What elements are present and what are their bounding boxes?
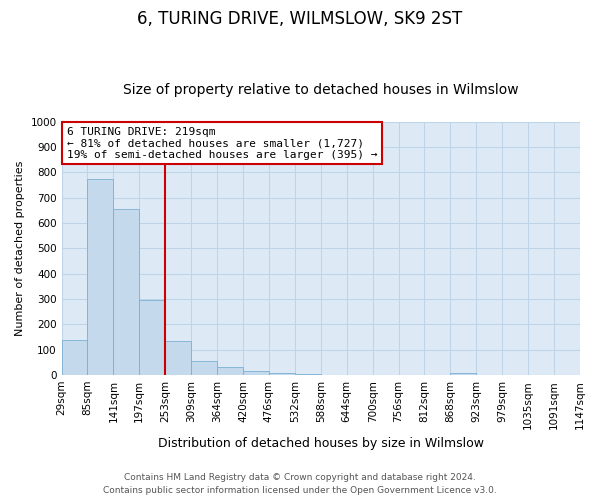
X-axis label: Distribution of detached houses by size in Wilmslow: Distribution of detached houses by size … bbox=[158, 437, 484, 450]
Text: 6 TURING DRIVE: 219sqm
← 81% of detached houses are smaller (1,727)
19% of semi-: 6 TURING DRIVE: 219sqm ← 81% of detached… bbox=[67, 127, 377, 160]
Text: 6, TURING DRIVE, WILMSLOW, SK9 2ST: 6, TURING DRIVE, WILMSLOW, SK9 2ST bbox=[137, 10, 463, 28]
Bar bbox=[62, 340, 88, 375]
Bar bbox=[217, 367, 243, 375]
Bar bbox=[243, 370, 269, 375]
Bar bbox=[451, 372, 476, 375]
Bar bbox=[165, 341, 191, 375]
Bar bbox=[295, 374, 321, 375]
Text: Contains HM Land Registry data © Crown copyright and database right 2024.
Contai: Contains HM Land Registry data © Crown c… bbox=[103, 474, 497, 495]
Bar bbox=[269, 373, 295, 375]
Bar bbox=[139, 300, 165, 375]
Bar bbox=[113, 209, 139, 375]
Y-axis label: Number of detached properties: Number of detached properties bbox=[15, 160, 25, 336]
Bar bbox=[88, 179, 113, 375]
Title: Size of property relative to detached houses in Wilmslow: Size of property relative to detached ho… bbox=[123, 83, 518, 97]
Bar bbox=[191, 360, 217, 375]
